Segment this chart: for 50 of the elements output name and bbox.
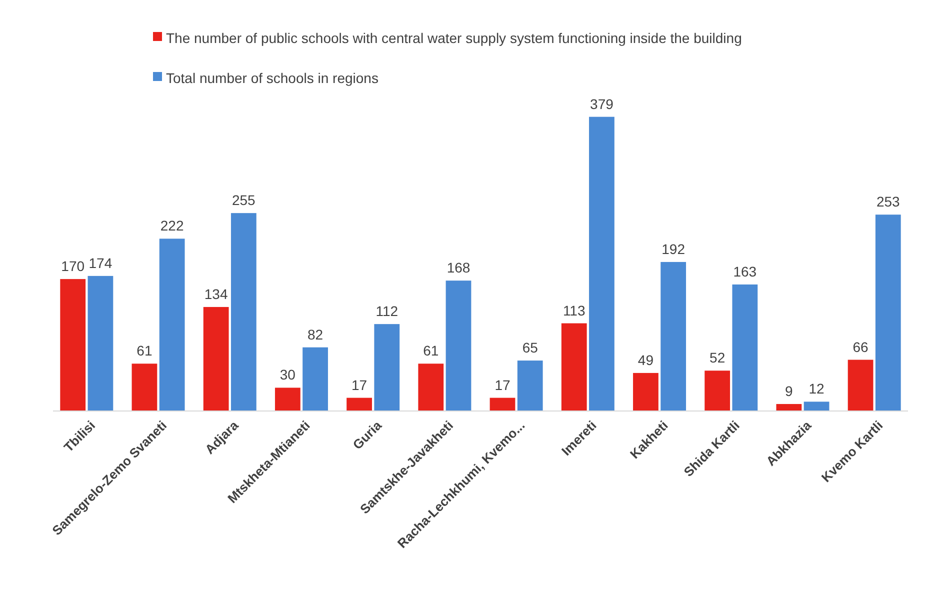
bar [159, 238, 185, 411]
bar [804, 402, 830, 411]
bar [60, 279, 86, 411]
bar [346, 398, 372, 411]
legend-label: The number of public schools with central water supply system functioning inside the building [166, 30, 742, 46]
data-label: 49 [638, 352, 654, 368]
bar [704, 370, 730, 411]
data-label: 170 [61, 258, 85, 274]
data-label: 113 [562, 302, 586, 318]
bar [88, 276, 114, 411]
bar [374, 324, 400, 411]
bar [274, 388, 300, 411]
bar [561, 323, 587, 411]
data-label: 222 [160, 218, 184, 234]
data-label: 66 [852, 338, 869, 355]
data-label: 65 [522, 340, 538, 356]
legend-label: Total number of schools in regions [166, 70, 378, 86]
data-label: 174 [88, 254, 112, 271]
data-label: 134 [204, 286, 228, 302]
bar [203, 306, 229, 411]
data-label: 255 [232, 192, 256, 208]
data-label: 17 [352, 376, 368, 393]
data-label: 192 [662, 240, 686, 257]
bar [490, 398, 516, 411]
data-label: 163 [733, 263, 757, 280]
bar [732, 284, 758, 411]
data-label: 379 [590, 96, 614, 112]
bar [633, 372, 658, 411]
data-label: 30 [280, 366, 296, 383]
data-label: 17 [494, 376, 510, 393]
data-label: 253 [876, 194, 900, 210]
bar [446, 280, 472, 411]
data-label: 9 [785, 383, 794, 400]
data-label: 112 [376, 303, 398, 320]
bar [589, 116, 614, 411]
bar [517, 360, 543, 411]
data-label: 61 [423, 342, 439, 359]
bar [132, 364, 158, 411]
data-label: 168 [446, 260, 470, 276]
bar [230, 213, 256, 411]
data-label: 52 [710, 350, 726, 366]
bar [660, 262, 686, 411]
bar [776, 404, 802, 411]
bar [875, 214, 901, 411]
data-label: 12 [808, 380, 825, 397]
data-label: 61 [136, 342, 152, 359]
bar [418, 364, 444, 411]
bar [302, 347, 328, 411]
data-label: 82 [307, 326, 324, 342]
bar [848, 360, 874, 411]
